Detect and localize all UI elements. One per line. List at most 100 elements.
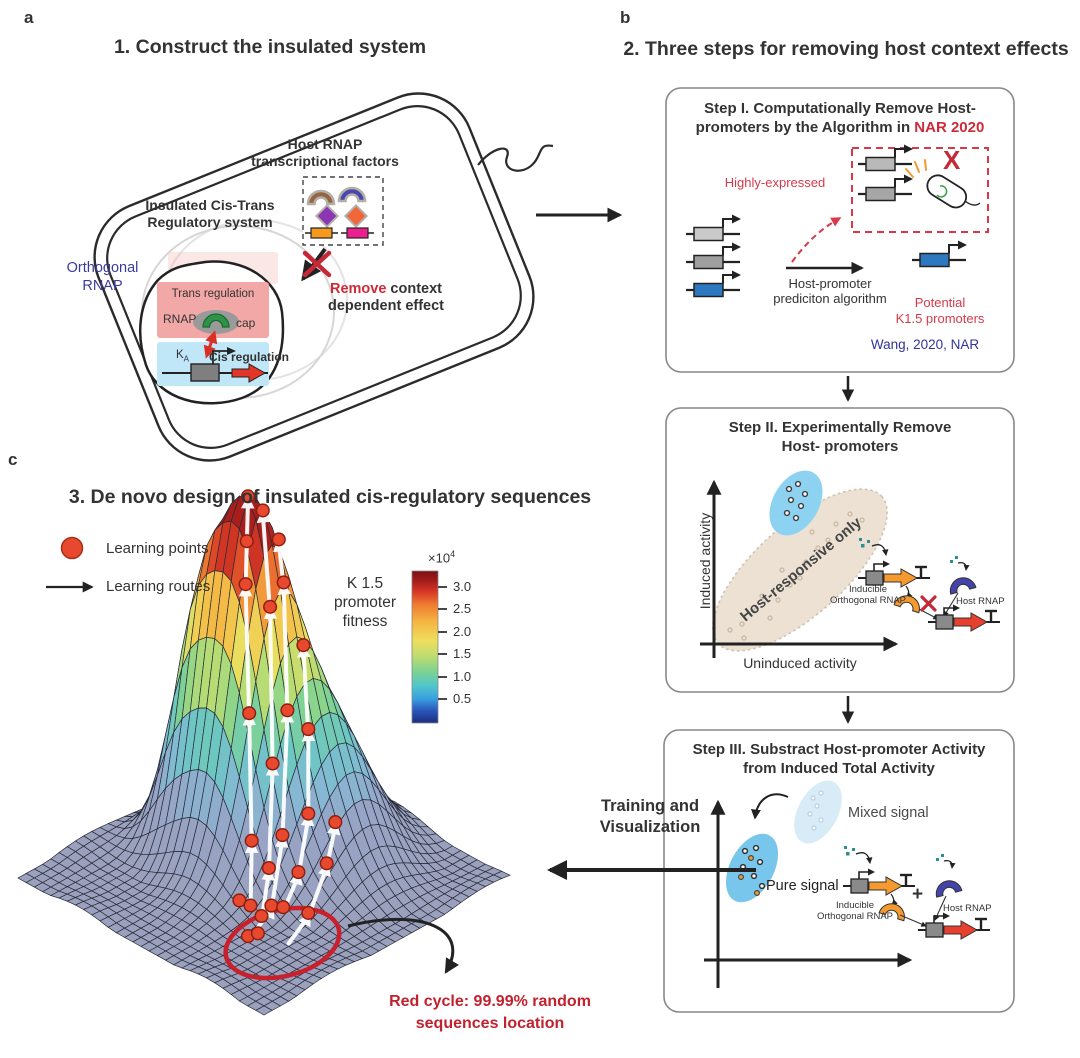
colorbar-tick-2: 2.0	[453, 624, 472, 639]
learning-point	[280, 703, 295, 718]
legend-routes-label: Learning routes	[106, 578, 211, 595]
flagellum	[477, 144, 554, 172]
learning-point	[319, 856, 334, 871]
learning-point	[243, 898, 258, 913]
citation-label: Wang, 2020, NAR	[870, 337, 980, 352]
prediction-dashed-arrow	[791, 217, 842, 263]
colorbar-tick-5: 0.5	[453, 691, 472, 706]
mixed-signal-label: Mixed signal	[848, 805, 929, 821]
fitness-label-3: fitness	[342, 613, 388, 630]
pure-signal-label: Pure signal	[766, 878, 839, 894]
ka-label: KA	[176, 349, 190, 364]
host-tf-label-2: transcriptional factors	[251, 153, 399, 169]
highly-expressed-label: Highly-expressed	[724, 175, 826, 190]
colorbar-scale-label: ×104	[428, 549, 456, 566]
step3-graphics	[704, 780, 991, 988]
learning-point	[276, 900, 291, 915]
tf-diamond-purple-icon	[315, 204, 339, 228]
learning-point	[264, 898, 279, 913]
fitness-label-2: promoter	[333, 594, 397, 611]
panel-c-title: 3. De novo design of insulated cis-regul…	[68, 486, 592, 508]
host-rnap-icon	[946, 574, 977, 595]
learning-point	[271, 532, 286, 547]
rnap-blob-icon	[193, 310, 239, 334]
step3-inducible-label-2: Orthogonal RNAP	[816, 911, 894, 922]
colorbar	[411, 570, 447, 724]
mixed-signal-ellipse	[794, 780, 842, 844]
random-region-ellipse	[223, 905, 342, 981]
red-cycle-label-2: sequences location	[415, 1015, 565, 1032]
learning-route	[238, 494, 259, 912]
learning-point	[301, 722, 316, 737]
learning-point	[265, 756, 280, 771]
orthogonal-rnap-label-1: Orthogonal	[66, 260, 139, 276]
remove-note-line-1: Remove context	[329, 281, 442, 297]
discard-x-mark: X	[943, 145, 961, 175]
remove-effect-arrow	[301, 247, 327, 282]
cis-regulation-label: Cis regulation	[209, 350, 290, 364]
training-label-2: Visualization	[599, 818, 701, 836]
rnap-label: RNAP	[163, 312, 197, 326]
shift-arrow	[750, 793, 789, 820]
promoter-icon	[856, 143, 915, 172]
learning-route	[281, 643, 316, 914]
step3-title-2: from Induced Total Activity	[743, 760, 935, 777]
panel-b-label: b	[620, 8, 631, 27]
host-rnap-icon	[932, 877, 963, 898]
learning-point	[244, 833, 259, 848]
learning-point	[301, 806, 316, 821]
algorithm-label-1: Host-promoter	[788, 276, 872, 291]
colorbar-tick-4: 1.0	[453, 669, 472, 684]
learning-point	[238, 577, 253, 592]
promoter-icon	[856, 173, 915, 202]
panel-a-label: a	[24, 8, 34, 27]
colorbar-tick-1: 2.5	[453, 601, 472, 616]
colorbar-tick-3: 1.5	[453, 646, 472, 661]
cap-label: cap	[236, 316, 256, 330]
step2-title-1: Step II. Experimentally Remove	[728, 419, 952, 436]
step1-title-2: promoters by the Algorithm in NAR 2020	[695, 119, 985, 136]
surface-plot	[17, 489, 511, 1016]
step2-host-rnap-label: Host RNAP	[956, 596, 1005, 607]
colorbar-tick-0: 3.0	[453, 579, 472, 594]
potential-label-1: Potential	[914, 295, 966, 310]
nucleoid-blob	[139, 260, 285, 405]
trans-regulation-label: Trans regulation	[171, 288, 255, 300]
fitness-label-1: K 1.5	[346, 575, 384, 592]
learning-point	[301, 905, 316, 920]
step2-title-2: Host- promoters	[781, 438, 899, 455]
induced-cluster-ellipse	[769, 470, 823, 536]
plus-sign: +	[912, 884, 924, 905]
step2-x-axis-label: Uninduced activity	[743, 655, 857, 671]
learning-point	[232, 893, 247, 908]
host-tf-label-1: Host RNAP	[287, 136, 363, 152]
learning-point	[254, 908, 269, 924]
insulated-label-1: Insulated Cis-Trans	[145, 197, 275, 213]
tf-cap-blue-icon	[337, 186, 367, 203]
pure-signal-ellipse	[725, 833, 779, 903]
learning-route	[256, 508, 280, 922]
learning-point	[328, 815, 343, 830]
learning-point	[240, 929, 256, 944]
learning-point	[239, 534, 254, 549]
learning-point	[250, 926, 265, 941]
promoter-icon	[684, 241, 743, 270]
panel-a-title: 1. Construct the insulated system	[113, 36, 427, 58]
potential-label-2: K1.5 promoters	[895, 311, 985, 326]
step3-host-rnap-label: Host RNAP	[943, 903, 992, 914]
tf-dashed-box	[302, 176, 384, 246]
tf-diamond-orange-icon	[344, 204, 368, 228]
learning-point	[291, 865, 306, 880]
panel-b-title: 2. Three steps for removing host context…	[623, 38, 1069, 60]
promoter-icon	[910, 239, 969, 268]
learning-point	[276, 575, 291, 590]
learning-point	[296, 638, 311, 653]
remove-note-line-2: dependent effect	[327, 298, 444, 314]
discard-dashed-box	[851, 147, 989, 233]
orthogonal-rnap-label-2: RNAP	[82, 278, 123, 294]
learning-point	[275, 828, 290, 843]
tf-promoter-orange-icon	[310, 227, 333, 239]
tf-promoter-magenta-icon	[346, 227, 369, 239]
step2-y-axis-label: Induced activity	[696, 512, 713, 610]
